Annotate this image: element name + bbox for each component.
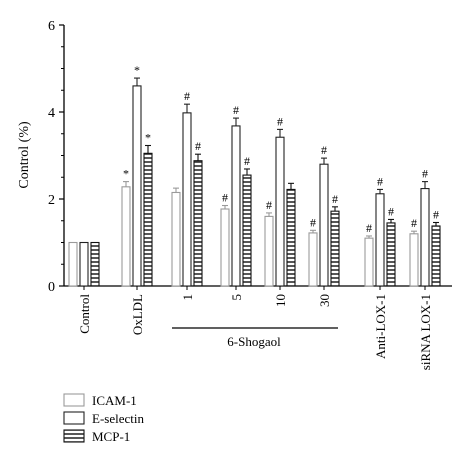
legend: ICAM-1 E-selectin MCP-1	[63, 393, 144, 444]
group-label: 6-Shogaol	[227, 334, 281, 349]
bar-icam-1	[121, 186, 131, 287]
legend-label: E-selectin	[92, 411, 144, 426]
bar-icam-1	[308, 232, 318, 287]
significance-asterisk: *	[134, 63, 140, 77]
significance-hash: #	[433, 207, 439, 221]
significance-hash: #	[422, 167, 428, 181]
y-axis-label: Control (%)	[17, 121, 32, 189]
significance-hash: #	[388, 204, 394, 218]
y-axis-ticks: 0 2 4 6	[48, 19, 64, 295]
bar-e-selectin	[231, 125, 241, 287]
x-tick-label: 5	[229, 294, 244, 301]
x-tick-label: Anti-LOX-1	[373, 294, 388, 359]
significance-hash: #	[332, 192, 338, 206]
bar-icam-1	[409, 233, 419, 287]
significance-asterisk: *	[123, 167, 129, 181]
bar-e-selectin	[132, 85, 142, 287]
bar-icam-1	[220, 208, 230, 287]
bar-mcp-1	[431, 225, 441, 287]
bar-e-selectin	[375, 193, 385, 287]
bar-mcp-1	[193, 160, 203, 287]
y-tick-label: 2	[48, 193, 55, 208]
legend-swatch-icam-1	[63, 393, 85, 407]
x-tick-label: Control	[77, 294, 92, 334]
legend-swatch-e-selectin	[63, 411, 85, 425]
bar-e-selectin	[275, 136, 285, 287]
bar-e-selectin	[182, 112, 192, 287]
bar-icam-1	[171, 191, 181, 287]
bar-mcp-1	[330, 210, 340, 287]
x-tick-label: 1	[180, 294, 195, 301]
x-tick-label: siRNA LOX-1	[418, 294, 433, 370]
significance-hash: #	[366, 221, 372, 235]
significance-hash: #	[411, 216, 417, 230]
bar-mcp-1	[90, 241, 100, 287]
legend-label: ICAM-1	[92, 393, 137, 408]
bars-layer: * * * # # # # # # # # # # # # # # # #	[68, 63, 441, 287]
bar-mcp-1	[286, 188, 296, 287]
x-tick-label: 10	[273, 294, 288, 307]
significance-hash: #	[233, 103, 239, 117]
y-tick-label: 0	[48, 280, 55, 295]
significance-hash: #	[244, 154, 250, 168]
significance-hash: #	[277, 114, 283, 128]
x-axis-ticks: Control OxLDL 1 5 10 30 Anti-LOX-1 siRNA LOX-1	[77, 286, 433, 370]
significance-hash: #	[310, 215, 316, 229]
y-tick-label: 4	[48, 106, 55, 121]
bar-icam-1	[264, 215, 274, 287]
significance-hash: #	[222, 191, 228, 205]
significance-hash: #	[195, 139, 201, 153]
bar-icam-1	[68, 241, 78, 287]
bar-mcp-1	[143, 152, 153, 287]
x-tick-label: 30	[317, 294, 332, 307]
bar-e-selectin	[319, 163, 329, 287]
bar-e-selectin	[79, 241, 89, 287]
bar-mcp-1	[386, 222, 396, 287]
significance-hash: #	[184, 89, 190, 103]
bar-e-selectin	[420, 188, 430, 287]
x-tick-label: OxLDL	[130, 294, 145, 335]
significance-asterisk: *	[145, 130, 151, 144]
legend-swatch-mcp-1	[63, 429, 85, 443]
bar-icam-1	[364, 237, 374, 287]
significance-hash: #	[266, 198, 272, 212]
y-tick-label: 6	[48, 19, 55, 34]
legend-label: MCP-1	[92, 429, 130, 444]
significance-hash: #	[321, 143, 327, 157]
bar-mcp-1	[242, 174, 252, 287]
significance-hash: #	[377, 174, 383, 188]
